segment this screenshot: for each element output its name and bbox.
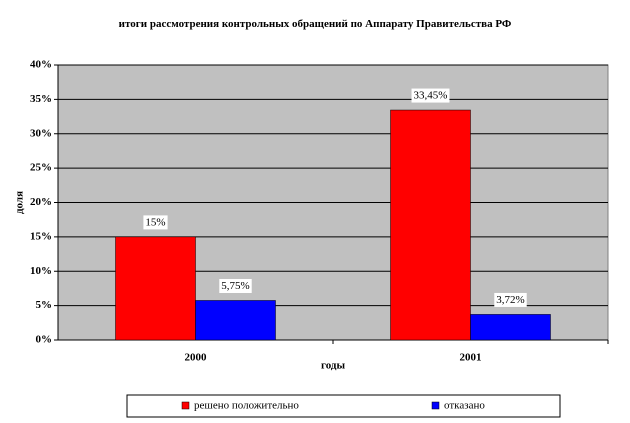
chart-title: итоги рассмотрения контрольных обращений…	[118, 18, 512, 30]
y-tick-label: 40%	[30, 59, 52, 71]
data-label-group: 33,45%	[411, 88, 450, 103]
bar	[390, 109, 471, 341]
data-label-bg	[494, 292, 527, 307]
data-label-bg	[143, 215, 168, 230]
legend-swatch	[431, 401, 440, 410]
x-tick-label: 2000	[185, 352, 208, 364]
bar	[195, 300, 276, 341]
y-tick-label: 20%	[30, 196, 52, 208]
data-label: 3,72%	[496, 294, 524, 306]
y-tick-label: 25%	[30, 162, 52, 174]
legend-label: отказано	[444, 400, 485, 412]
y-axis-label: доля	[14, 191, 26, 214]
y-tick-label: 0%	[36, 334, 53, 346]
bar	[115, 236, 196, 341]
data-label-group: 3,72%	[494, 292, 527, 307]
y-tick-label: 35%	[30, 93, 52, 105]
data-label: 5,75%	[221, 280, 249, 292]
data-label-group: 5,75%	[219, 279, 252, 293]
data-label: 15%	[145, 216, 165, 228]
y-tick-label: 30%	[30, 127, 52, 139]
y-tick-label: 5%	[36, 299, 53, 311]
data-label: 33,45%	[414, 90, 448, 102]
legend-swatch	[181, 401, 190, 410]
y-tick-label: 15%	[30, 230, 52, 242]
legend-box	[126, 394, 561, 418]
bar	[470, 314, 551, 341]
legend-label: решено положительно	[194, 400, 299, 412]
x-tick-label: 2001	[460, 352, 482, 364]
x-axis-label: годы	[321, 360, 345, 372]
data-label-bg	[219, 279, 252, 293]
data-label-bg	[411, 88, 450, 103]
data-label-group: 15%	[143, 215, 168, 230]
y-tick-label: 10%	[30, 265, 52, 277]
